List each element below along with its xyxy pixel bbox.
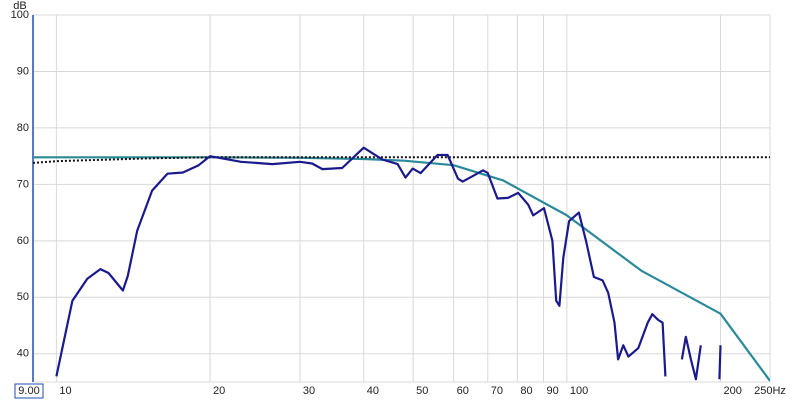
x-tick-label: 250Hz <box>754 385 786 397</box>
x-tick-label: 10 <box>59 385 71 397</box>
y-tick-label: 40 <box>17 348 29 360</box>
y-tick-label: 50 <box>17 291 29 303</box>
y-tick-label: 90 <box>17 65 29 77</box>
plot-area <box>32 14 771 383</box>
x-tick-label: 70 <box>491 385 503 397</box>
x-tick-label: 20 <box>213 385 225 397</box>
x-tick-label: 200 <box>724 385 742 397</box>
line-series <box>33 156 770 164</box>
x-tick-label: 80 <box>520 385 532 397</box>
x-tick-label: 50 <box>416 385 428 397</box>
x-tick-label: 40 <box>367 385 379 397</box>
x-tick-label: 9.00 <box>18 385 39 397</box>
line-series <box>55 146 722 381</box>
y-tick-label: 60 <box>17 235 29 247</box>
x-tick-label: 100 <box>570 385 588 397</box>
y-tick-label: 80 <box>17 122 29 134</box>
series-group <box>33 146 770 382</box>
y-unit: dB <box>13 0 26 12</box>
x-tick-label: 90 <box>546 385 558 397</box>
x-tick-label: 30 <box>303 385 315 397</box>
x-start-box <box>14 383 44 399</box>
y-tick-label: 70 <box>17 178 29 190</box>
y-tick-label: 100 <box>11 9 29 21</box>
x-tick-label: 60 <box>457 385 469 397</box>
